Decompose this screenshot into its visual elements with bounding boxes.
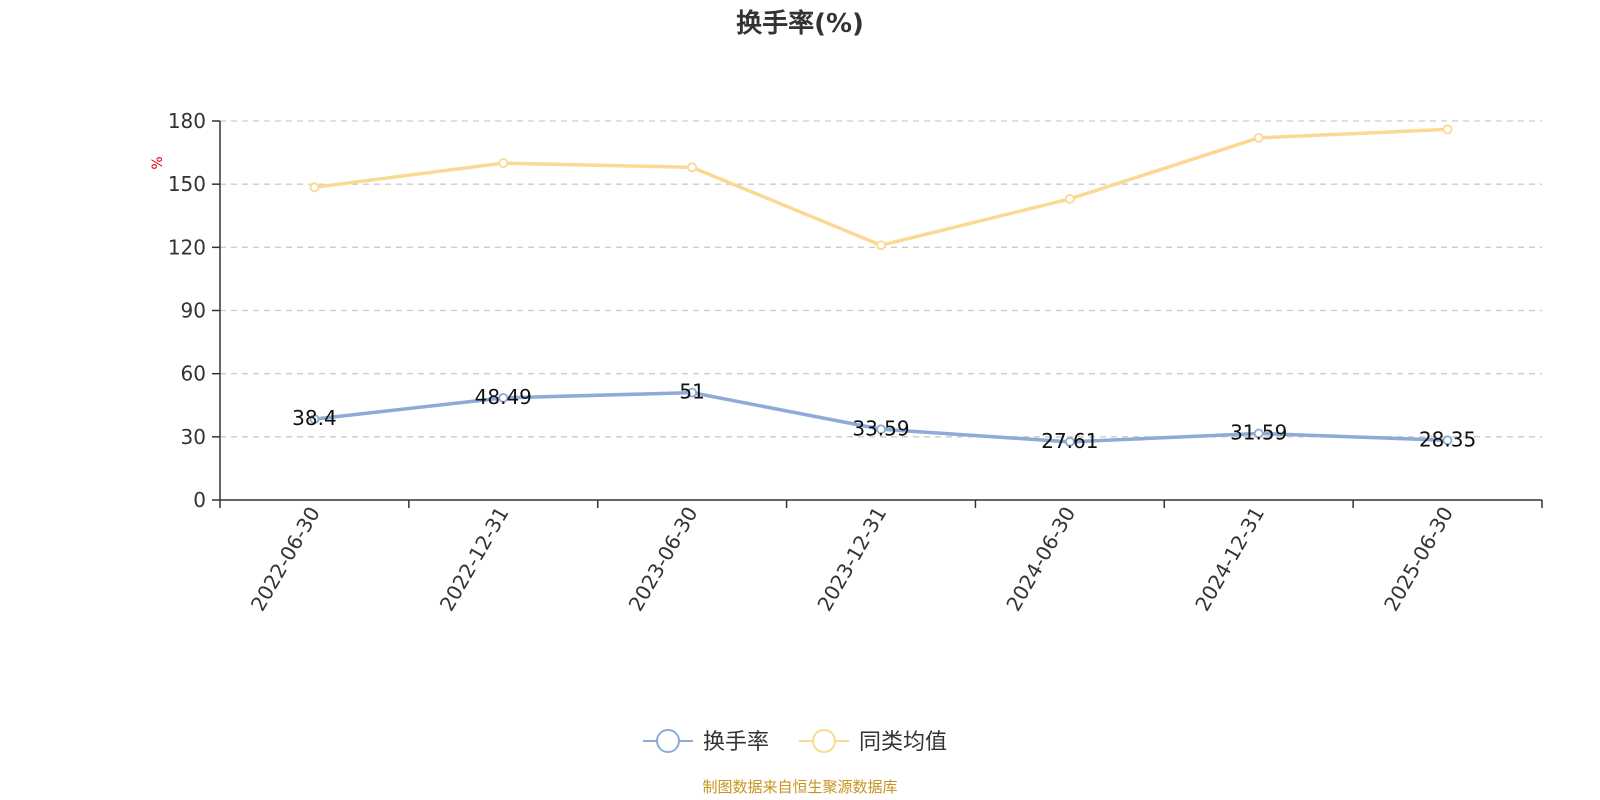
y-tick-label: 90 xyxy=(181,299,206,323)
y-tick-labels: 0 30 60 90 120 150 180 xyxy=(168,109,220,512)
y-tick-label: 60 xyxy=(181,362,206,386)
legend-marker-icon xyxy=(812,729,836,753)
data-point[interactable] xyxy=(1064,194,1075,204)
y-axis-unit-label: % xyxy=(150,156,166,169)
y-tick-label: 150 xyxy=(168,172,206,196)
data-point[interactable] xyxy=(687,387,698,398)
data-point[interactable] xyxy=(1442,435,1453,446)
data-point[interactable] xyxy=(498,393,509,403)
chart-title: 换手率(%) xyxy=(736,8,864,39)
data-point[interactable] xyxy=(1253,132,1264,143)
legend[interactable]: 换手率 同类均值 xyxy=(643,729,947,755)
series-lines xyxy=(309,124,1453,447)
data-labels: 38.4 48.49 51 33.59 27.61 31.59 28.35 xyxy=(292,380,1476,453)
data-point[interactable] xyxy=(876,424,886,435)
y-tick-label: 0 xyxy=(193,488,206,512)
x-tick-label: 2024-12-31 xyxy=(1190,503,1269,616)
legend-label: 同类均值 xyxy=(859,730,947,755)
x-tick-label: 2022-12-31 xyxy=(435,503,514,616)
y-tick-label: 180 xyxy=(168,109,206,133)
data-label: 28.35 xyxy=(1419,427,1476,451)
data-point[interactable] xyxy=(1064,436,1075,447)
data-label: 48.49 xyxy=(475,385,532,409)
legend-item[interactable]: 换手率 xyxy=(643,729,769,755)
data-point[interactable] xyxy=(687,162,698,173)
x-tick-label: 2022-06-30 xyxy=(246,503,325,616)
data-point[interactable] xyxy=(309,414,320,425)
grid-lines xyxy=(220,120,1542,438)
legend-label: 换手率 xyxy=(703,730,769,755)
legend-item[interactable]: 同类均值 xyxy=(799,729,947,755)
data-label: 33.59 xyxy=(852,416,909,440)
legend-marker-icon xyxy=(656,729,680,753)
data-label: 27.61 xyxy=(1041,429,1098,453)
data-point[interactable] xyxy=(1442,124,1453,135)
x-tick-label: 2024-06-30 xyxy=(1001,503,1080,616)
x-tick-label: 2023-12-31 xyxy=(812,503,891,616)
series-line xyxy=(314,127,1448,247)
data-label: 51 xyxy=(679,380,704,404)
data-point[interactable] xyxy=(1253,428,1264,439)
data-point[interactable] xyxy=(876,240,886,251)
data-point[interactable] xyxy=(498,158,509,169)
x-tick-labels: 2022-06-30 2022-12-31 2023-06-30 2023-12-31… xyxy=(219,500,1543,616)
data-point[interactable] xyxy=(309,182,320,193)
data-label: 38.4 xyxy=(292,406,337,430)
x-tick-label: 2025-06-30 xyxy=(1379,503,1458,616)
x-tick-label: 2023-06-30 xyxy=(624,503,703,616)
source-note: 制图数据来自恒生聚源数据库 xyxy=(702,778,897,796)
data-label: 31.59 xyxy=(1230,420,1287,444)
y-tick-label: 30 xyxy=(181,425,206,449)
y-tick-label: 120 xyxy=(168,235,206,259)
